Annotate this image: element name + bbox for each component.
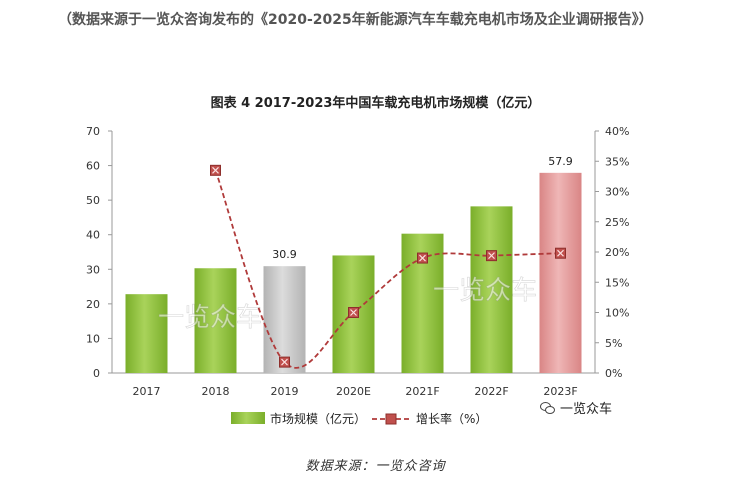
- bar-2019: [263, 266, 306, 373]
- legend-swatch-bar: [231, 412, 265, 424]
- growth-marker-cross: [557, 249, 564, 257]
- growth-marker-cross: [212, 166, 219, 174]
- x-tick-label: 2021F: [405, 385, 439, 398]
- y-right-tick-label: 30%: [605, 186, 629, 199]
- bar-2023F: [539, 172, 582, 373]
- y-right-tick-label: 10%: [605, 307, 629, 320]
- chart-title: 图表 4 2017-2023年中国车载充电机市场规模（亿元）: [210, 96, 541, 111]
- y-left-tick-label: 50: [86, 194, 100, 207]
- y-right-tick-label: 35%: [605, 155, 629, 168]
- y-left-tick-label: 60: [86, 160, 100, 173]
- y-right-tick-label: 15%: [605, 276, 629, 289]
- y-right-tick-label: 5%: [605, 337, 622, 350]
- x-tick-label: 2020E: [336, 385, 371, 398]
- y-left-tick-label: 0: [93, 367, 100, 380]
- legend-swatch-marker: [385, 413, 397, 425]
- growth-marker-cross: [419, 254, 426, 262]
- wechat-watermark: 一览众车: [540, 398, 612, 417]
- legend-label-bar: 市场规模（亿元）: [270, 411, 366, 426]
- x-tick-label: 2018: [202, 385, 230, 398]
- y-left-tick-label: 30: [86, 263, 100, 276]
- bar-2017: [125, 294, 168, 373]
- bar-2022F: [470, 206, 513, 373]
- wechat-icon: [540, 401, 556, 415]
- x-tick-label: 2019: [271, 385, 299, 398]
- wechat-label: 一览众车: [560, 402, 613, 417]
- legend-label-line: 增长率（%）: [416, 411, 487, 426]
- y-left-tick-label: 10: [86, 332, 100, 345]
- bar-2018: [194, 268, 237, 373]
- y-right-tick-label: 25%: [605, 216, 629, 229]
- data-label: 57.9: [548, 155, 573, 168]
- source-note: 数据来源：一览众咨询: [305, 459, 446, 474]
- y-left-tick-label: 40: [86, 229, 100, 242]
- data-label: 30.9: [272, 248, 297, 261]
- y-right-tick-label: 40%: [605, 125, 629, 138]
- x-tick-label: 2023F: [543, 385, 577, 398]
- y-left-tick-label: 70: [86, 125, 100, 138]
- y-right-tick-label: 20%: [605, 246, 629, 259]
- y-left-tick-label: 20: [86, 298, 100, 311]
- x-tick-label: 2022F: [474, 385, 508, 398]
- growth-marker-cross: [350, 309, 357, 316]
- x-tick-label: 2017: [133, 385, 161, 398]
- y-right-tick-label: 0%: [605, 367, 622, 380]
- watermark-text: 一览众车: [433, 276, 537, 306]
- intro-text: （数据来源于一览众咨询发布的《2020-2025年新能源汽车车载充电机市场及企业…: [58, 12, 653, 28]
- watermark-text: 一览众车: [158, 303, 262, 333]
- growth-marker-cross: [488, 252, 495, 260]
- growth-marker-cross: [281, 358, 288, 366]
